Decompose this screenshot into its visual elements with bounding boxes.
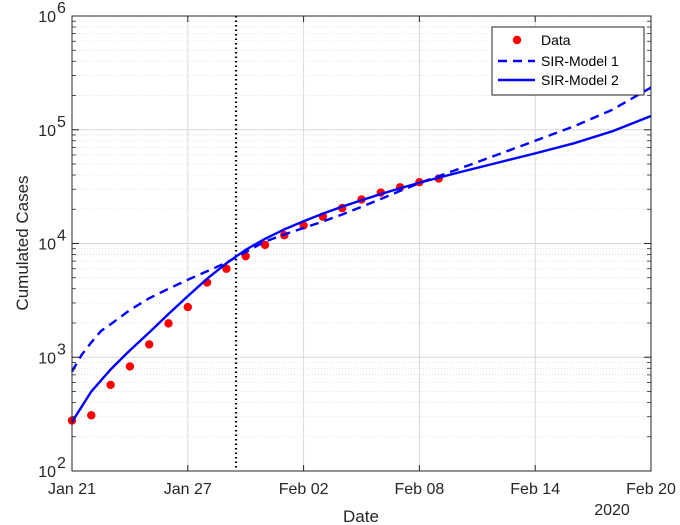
legend[interactable]: Data SIR-Model 1 SIR-Model 2 [491, 26, 645, 96]
y-tick-exponent: 2 [57, 455, 66, 472]
legend-label-model2: SIR-Model 2 [541, 72, 619, 88]
data-point [164, 319, 173, 328]
sir-model-1-line [70, 86, 652, 373]
y-tick-exponent: 5 [57, 114, 66, 131]
minor-grid [72, 20, 651, 438]
y-tick-label: 10 [38, 123, 56, 140]
data-point [87, 411, 96, 420]
x-tick-label: Feb 14 [510, 481, 560, 498]
y-tick-label: 10 [38, 464, 56, 481]
data-point [106, 380, 115, 390]
data-point [222, 264, 231, 273]
sir-model-2-line [70, 114, 652, 423]
data-point [183, 302, 192, 312]
legend-data-marker [512, 35, 522, 45]
data-point [145, 340, 154, 349]
y-tick-label: 10 [38, 9, 56, 26]
y-tick-exponent: 3 [57, 341, 66, 358]
y-tick-label: 10 [38, 350, 56, 367]
y-tick-exponent: 4 [57, 228, 66, 245]
y-axis-label: Cumulated Cases [13, 175, 32, 310]
tick-marks [71, 15, 652, 472]
y-tick-label: 10 [38, 237, 56, 254]
major-grid [72, 16, 651, 471]
data-point [260, 240, 270, 250]
x-axis-label: Date [343, 507, 379, 525]
legend-label-data: Data [541, 32, 571, 48]
x-tick-labels: Jan 21 Jan 27 Feb 02 Feb 08 Feb 14 Feb 20 [48, 481, 676, 498]
x-tick-label: Feb 20 [626, 481, 676, 498]
x-tick-label: Feb 08 [394, 481, 444, 498]
y-tick-exponent: 6 [57, 0, 66, 17]
x-tick-label: Jan 21 [48, 481, 96, 498]
data-point [125, 362, 135, 371]
x-tick-label: Jan 27 [164, 481, 212, 498]
legend-label-model1: SIR-Model 1 [541, 53, 619, 69]
series-layer [67, 86, 652, 425]
x-tick-label: Feb 02 [279, 481, 329, 498]
x-year-label: 2020 [594, 502, 630, 519]
